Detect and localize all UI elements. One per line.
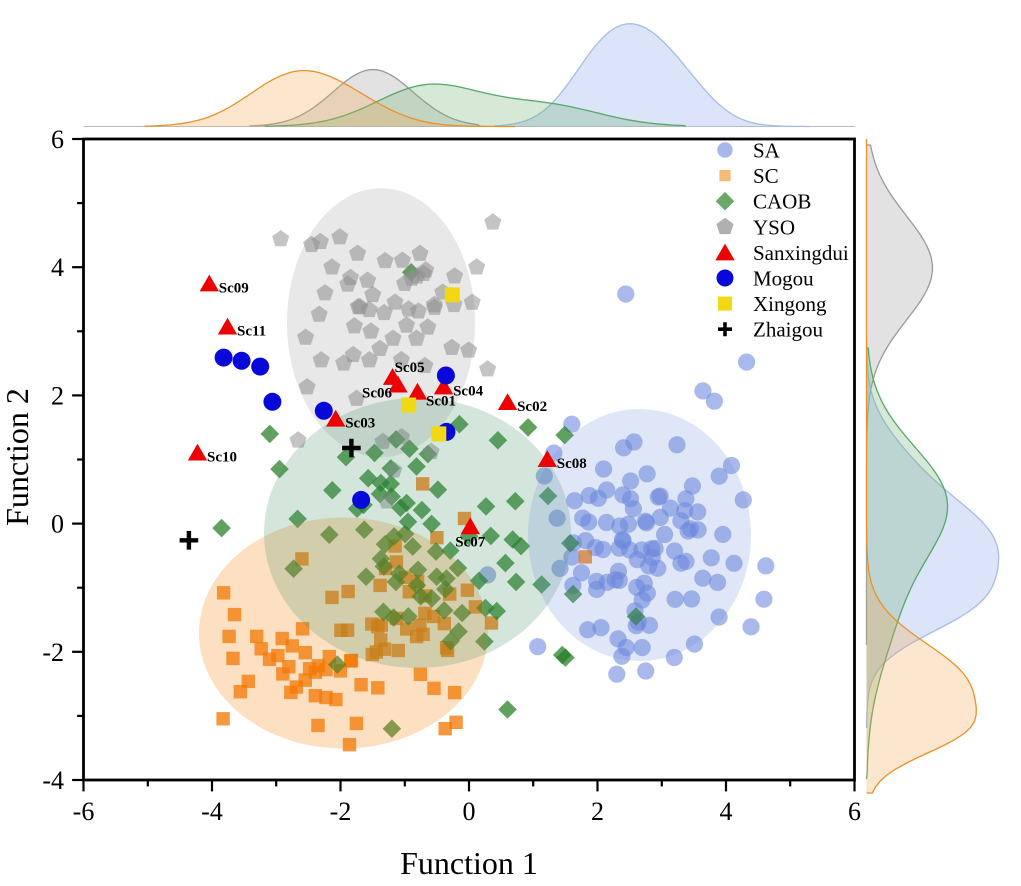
svg-text:YSO: YSO xyxy=(753,215,795,239)
svg-text:-2: -2 xyxy=(42,638,64,667)
svg-text:Zhaigou: Zhaigou xyxy=(753,318,823,342)
svg-text:Xingong: Xingong xyxy=(753,292,827,316)
svg-text:SA: SA xyxy=(753,139,781,163)
svg-text:Sc06: Sc06 xyxy=(362,386,393,402)
svg-text:6: 6 xyxy=(51,125,64,154)
svg-text:CAOB: CAOB xyxy=(753,190,811,214)
svg-text:-2: -2 xyxy=(330,797,352,826)
svg-text:Sc04: Sc04 xyxy=(453,383,484,399)
svg-text:Sc09: Sc09 xyxy=(219,280,249,296)
svg-text:6: 6 xyxy=(848,797,861,826)
svg-text:4: 4 xyxy=(51,253,64,282)
svg-text:0: 0 xyxy=(51,510,64,539)
svg-text:Sc08: Sc08 xyxy=(557,456,587,472)
svg-text:Function 1: Function 1 xyxy=(400,845,538,881)
svg-text:Sc02: Sc02 xyxy=(517,399,547,415)
svg-text:2: 2 xyxy=(591,797,604,826)
svg-text:Sc07: Sc07 xyxy=(455,535,486,551)
svg-text:Sanxingdui: Sanxingdui xyxy=(753,241,849,265)
svg-text:-4: -4 xyxy=(201,797,223,826)
svg-text:2: 2 xyxy=(51,381,64,410)
svg-text:Sc11: Sc11 xyxy=(237,324,266,340)
svg-text:Sc01: Sc01 xyxy=(426,393,456,409)
svg-text:Sc05: Sc05 xyxy=(395,360,425,376)
svg-text:-6: -6 xyxy=(73,797,95,826)
svg-text:-4: -4 xyxy=(42,766,64,795)
svg-text:Mogou: Mogou xyxy=(753,267,814,291)
svg-text:4: 4 xyxy=(720,797,733,826)
svg-text:Function 2: Function 2 xyxy=(0,388,35,526)
svg-text:0: 0 xyxy=(463,797,476,826)
svg-text:Sc03: Sc03 xyxy=(345,416,375,432)
svg-text:SC: SC xyxy=(753,164,779,188)
svg-text:Sc10: Sc10 xyxy=(207,450,237,466)
